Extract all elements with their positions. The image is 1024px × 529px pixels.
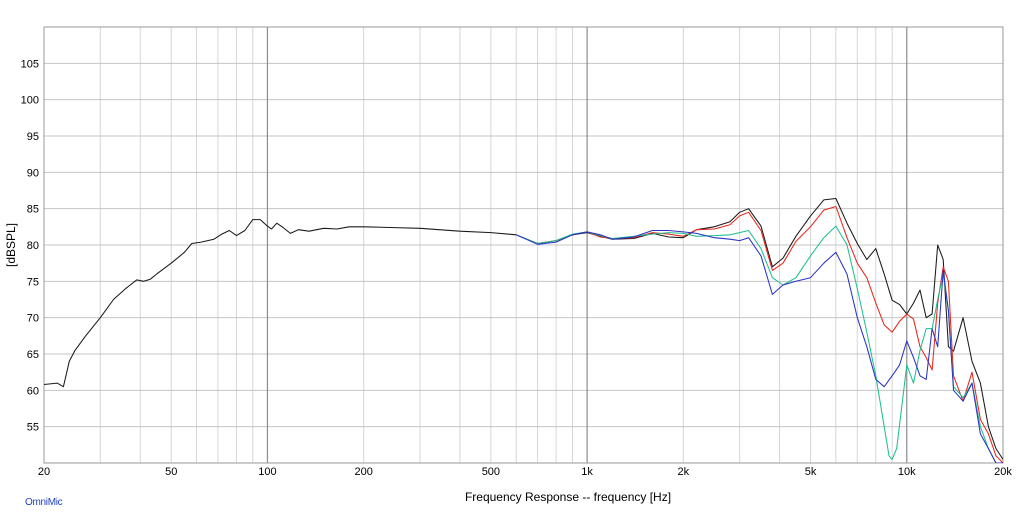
y-tick-label: 100 [21,95,39,107]
plot-frame [43,26,1004,464]
x-axis-label: Frequency Response -- frequency [Hz] [465,490,671,504]
y-axis-label: [dBSPL] [4,223,18,267]
x-tick-labels: 20 50 100 200 500 1k 2k 5k 10k 20k [38,466,1012,478]
x-tick-label: 1k [581,466,593,478]
major-gridlines [44,27,1003,463]
x-tick-label: 20k [994,466,1012,478]
y-tick-label: 90 [27,167,39,179]
x-tick-label: 50 [165,466,177,478]
y-tick-labels: 55 60 65 70 75 80 85 90 95 100 105 [21,58,39,433]
series-line-4 [515,229,1003,463]
x-tick-label: 500 [482,466,500,478]
y-tick-label: 65 [27,349,39,361]
y-tick-label: 95 [27,131,39,143]
x-tick-label: 10k [898,466,916,478]
omnimic-brand-label: OmniMic [25,497,63,508]
y-tick-label: 80 [27,240,39,252]
series-layer [44,197,1003,463]
y-tick-label: 70 [27,313,39,325]
y-tick-label: 85 [27,204,39,216]
x-tick-label: 20 [38,466,50,478]
x-tick-label: 200 [354,466,372,478]
y-tick-label: 60 [27,385,39,397]
x-tick-label: 100 [258,466,276,478]
y-tick-label: 55 [27,422,39,434]
x-tick-label: 2k [678,466,690,478]
x-tick-label: 5k [805,466,817,478]
y-tick-label: 75 [27,276,39,288]
y-tick-label: 105 [21,58,39,70]
